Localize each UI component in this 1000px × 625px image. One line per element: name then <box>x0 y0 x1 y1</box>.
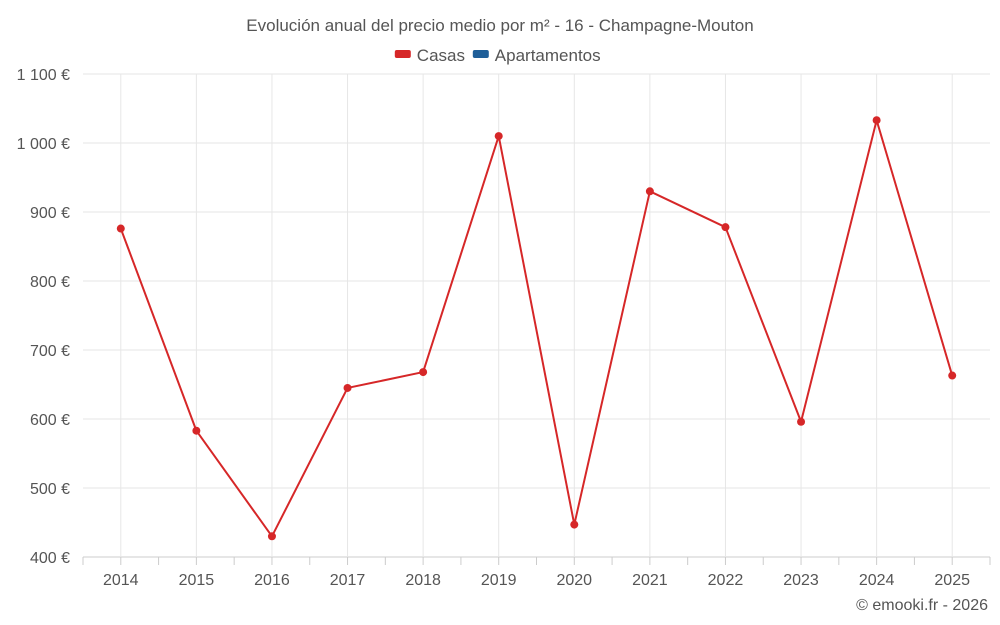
x-tick-label: 2023 <box>783 572 819 589</box>
data-point[interactable] <box>797 417 806 426</box>
legend-swatch <box>472 50 489 58</box>
legend-swatch <box>394 50 411 58</box>
x-axis: 2014 2015 2016 2017 2018 2019 2020 2021 2022 2023… <box>82 557 991 589</box>
x-tick-label: 2025 <box>934 572 970 589</box>
legend-item-apartamentos[interactable]: Apartamentos <box>472 46 601 65</box>
data-point[interactable] <box>343 383 352 392</box>
data-point[interactable] <box>948 371 957 380</box>
data-point[interactable] <box>116 224 125 233</box>
x-tick-label: 2017 <box>330 572 366 589</box>
y-tick-label: 400 € <box>30 550 70 567</box>
grid <box>83 73 990 558</box>
data-point[interactable] <box>570 520 579 529</box>
data-point[interactable] <box>494 132 503 141</box>
data-point[interactable] <box>872 116 881 125</box>
series-line-casas <box>119 119 954 538</box>
series-layer <box>116 116 957 541</box>
y-tick-label: 600 € <box>30 412 70 429</box>
x-tick-label: 2020 <box>556 572 592 589</box>
x-tick-label: 2015 <box>179 572 215 589</box>
data-point[interactable] <box>721 223 730 232</box>
x-tick-label: 2014 <box>103 572 139 589</box>
x-tick-label: 2024 <box>859 572 895 589</box>
chart-title: Evolución anual del precio medio por m² … <box>246 16 753 35</box>
y-tick-label: 700 € <box>30 343 70 360</box>
data-point[interactable] <box>192 426 201 435</box>
legend-label: Casas <box>417 46 465 65</box>
x-tick-label: 2021 <box>632 572 668 589</box>
y-tick-label: 800 € <box>30 274 70 291</box>
y-axis: 400 € 500 € 600 € 700 € 800 € 900 € 1 000 € 1 1… <box>17 67 70 567</box>
y-tick-label: 1 100 € <box>17 67 70 84</box>
x-tick-label: 2018 <box>405 572 441 589</box>
x-tick-label: 2016 <box>254 572 290 589</box>
y-tick-label: 900 € <box>30 205 70 222</box>
y-tick-label: 500 € <box>30 481 70 498</box>
x-tick-label: 2022 <box>708 572 744 589</box>
y-tick-label: 1 000 € <box>17 136 70 153</box>
x-tick-label: 2019 <box>481 572 517 589</box>
credit-text: © emooki.fr - 2026 <box>856 597 988 614</box>
data-point[interactable] <box>267 532 276 541</box>
legend: Casas Apartamentos <box>394 46 601 65</box>
legend-item-casas[interactable]: Casas <box>394 46 465 65</box>
data-point[interactable] <box>645 187 654 196</box>
legend-label: Apartamentos <box>495 46 601 65</box>
data-point[interactable] <box>419 368 428 377</box>
